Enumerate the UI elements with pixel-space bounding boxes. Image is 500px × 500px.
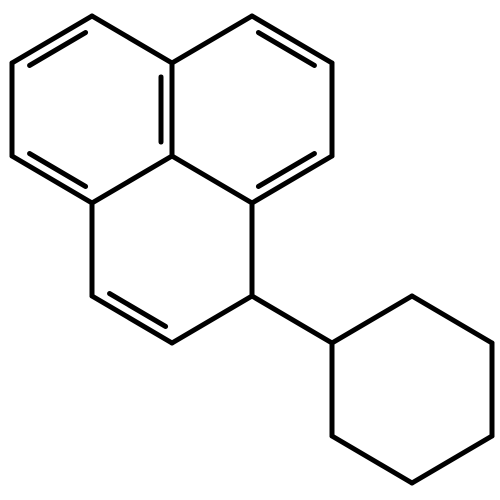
molecule-diagram [0, 0, 500, 500]
bond [332, 296, 412, 343]
bond [92, 296, 172, 343]
bond [172, 156, 252, 203]
bond [252, 156, 332, 203]
bond [92, 16, 172, 63]
bond [172, 16, 252, 63]
bond [252, 296, 332, 343]
bond [12, 156, 92, 203]
bond [12, 16, 92, 63]
bond [92, 156, 172, 203]
bond-layer [12, 16, 492, 483]
bond [412, 296, 492, 343]
bond [332, 436, 412, 483]
bond [412, 436, 492, 483]
bond [172, 296, 252, 343]
bond [252, 16, 332, 63]
